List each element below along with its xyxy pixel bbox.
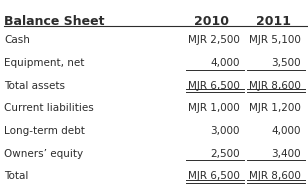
Text: MJR 1,200: MJR 1,200: [249, 103, 301, 113]
Text: 3,400: 3,400: [271, 149, 301, 159]
Text: MJR 5,100: MJR 5,100: [249, 35, 301, 45]
Text: MJR 2,500: MJR 2,500: [188, 35, 239, 45]
Text: 3,000: 3,000: [210, 126, 239, 136]
Text: MJR 6,500: MJR 6,500: [188, 171, 239, 181]
Text: 2011: 2011: [256, 15, 290, 28]
Text: Balance Sheet: Balance Sheet: [4, 15, 105, 28]
Text: 4,000: 4,000: [271, 126, 301, 136]
Text: Total assets: Total assets: [4, 81, 65, 91]
Text: 3,500: 3,500: [271, 58, 301, 68]
Text: Long-term debt: Long-term debt: [4, 126, 85, 136]
Text: MJR 8,600: MJR 8,600: [249, 81, 301, 91]
Text: Total: Total: [4, 171, 29, 181]
Text: Equipment, net: Equipment, net: [4, 58, 85, 68]
Text: 2010: 2010: [194, 15, 229, 28]
Text: MJR 8,600: MJR 8,600: [249, 171, 301, 181]
Text: MJR 1,000: MJR 1,000: [188, 103, 239, 113]
Text: MJR 6,500: MJR 6,500: [188, 81, 239, 91]
Text: 2,500: 2,500: [210, 149, 239, 159]
Text: Owners’ equity: Owners’ equity: [4, 149, 83, 159]
Text: Current liabilities: Current liabilities: [4, 103, 94, 113]
Text: Cash: Cash: [4, 35, 30, 45]
Text: 4,000: 4,000: [210, 58, 239, 68]
